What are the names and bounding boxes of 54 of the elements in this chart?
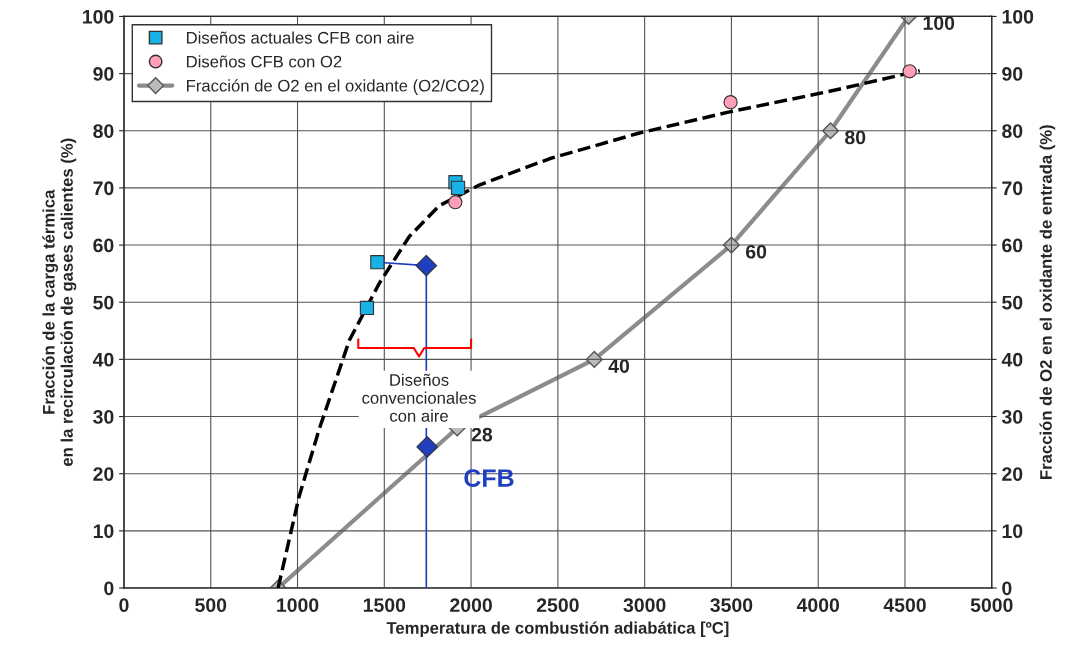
- annotation: Diseños convencionales con aire: [362, 373, 476, 422]
- x-tick-label: 2500: [536, 598, 579, 613]
- y-tick-label: 100: [83, 9, 114, 24]
- y2-tick-label: 50: [1002, 295, 1023, 310]
- y-tick-label: 50: [93, 295, 114, 310]
- legend-label: Fracción de O2 en el oxidante (O2/CO2): [187, 79, 484, 95]
- y2-tick-label: 10: [1002, 524, 1023, 539]
- point: [902, 64, 917, 79]
- point: [416, 435, 439, 458]
- x-tick-label: 5000: [970, 598, 1013, 613]
- y2-tick-label: 80: [1002, 124, 1023, 138]
- x-tick-label: 2000: [450, 598, 492, 613]
- point: [359, 300, 375, 316]
- data-label: 40: [608, 359, 630, 373]
- legend-label: Diseños actuales CFB con aire: [187, 31, 414, 44]
- point: [723, 95, 738, 110]
- x-tick-label: 3000: [623, 598, 666, 613]
- data-label: 60: [746, 244, 767, 259]
- y2-tick-label: 40: [1001, 352, 1023, 367]
- y-tick-label: 80: [93, 124, 114, 138]
- x-tick-label: 4500: [883, 598, 926, 613]
- data-label: 28: [471, 427, 493, 442]
- y2-tick-label: 60: [1002, 238, 1023, 253]
- point: [370, 255, 385, 270]
- point: [415, 254, 438, 277]
- y-tick-label: 0: [104, 581, 114, 596]
- y-tick-label: 90: [93, 67, 114, 81]
- x-tick-label: 4000: [796, 598, 840, 613]
- y-tick-label: 70: [93, 181, 114, 196]
- y2-tick-label: 20: [1002, 467, 1023, 481]
- y-tick-label: 20: [93, 467, 114, 481]
- y-axis-title: Fracción de la carga térmica en la recirculación de gases calientes (%): [42, 138, 77, 466]
- y-tick-label: 10: [93, 524, 114, 539]
- x-tick-label: 500: [195, 598, 227, 613]
- y2-tick-label: 30: [1001, 410, 1023, 424]
- y2-tick-label: 90: [1002, 67, 1023, 81]
- y-tick-label: 40: [92, 352, 114, 367]
- x-tick-label: 3500: [710, 598, 753, 613]
- legend-label: Diseños CFB con O2: [187, 55, 342, 68]
- data-label: 100: [923, 16, 955, 30]
- point: [450, 180, 466, 196]
- y2-tick-label: 70: [1002, 181, 1023, 196]
- annotation: CFB: [464, 469, 514, 487]
- y-tick-label: 30: [93, 410, 114, 424]
- y2-axis-title: Fracción de O2 en el oxidante de entrada (%): [1039, 125, 1056, 479]
- data-label: 80: [845, 130, 866, 145]
- y2-tick-label: 100: [1002, 9, 1034, 24]
- point: [448, 195, 463, 210]
- y2-tick-label: 0: [1002, 581, 1012, 596]
- x-axis-title: Temperatura de combustión adiabática [ºC]: [386, 621, 729, 638]
- x-tick-label: 1000: [277, 598, 319, 613]
- x-tick-label: 1500: [363, 598, 406, 613]
- x-tick-label: 0: [119, 598, 129, 613]
- y-tick-label: 60: [93, 238, 114, 253]
